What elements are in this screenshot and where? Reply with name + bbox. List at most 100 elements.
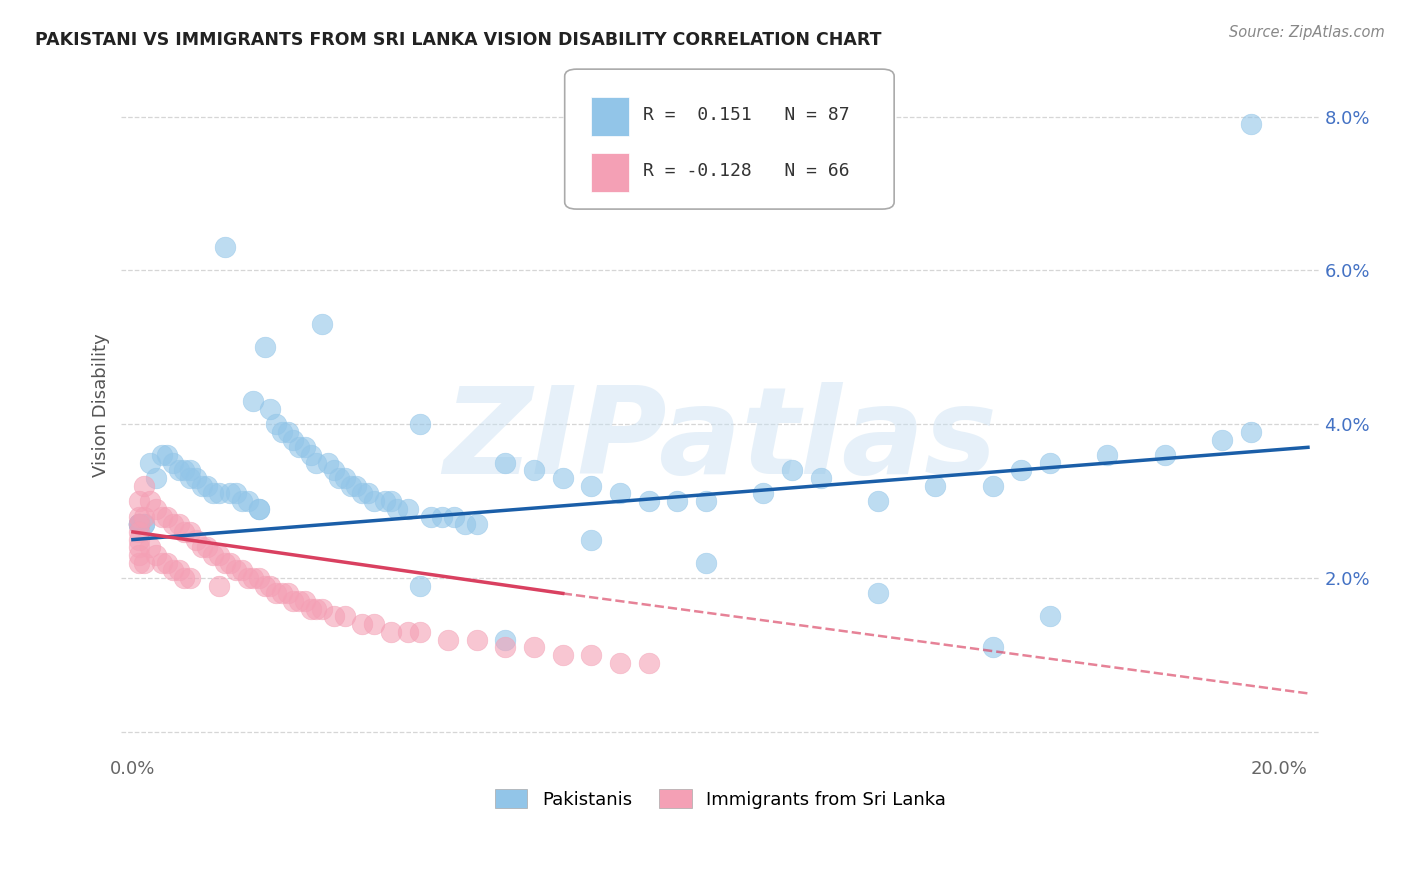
Point (363, 617, 385, 632)
Point (145, 471, 167, 485)
Point (259, 579, 281, 593)
Point (374, 494, 396, 508)
Point (214, 556, 236, 570)
Point (495, 640, 517, 655)
Point (208, 486, 231, 500)
Point (134, 517, 156, 532)
Point (167, 517, 190, 532)
Point (253, 340, 276, 354)
Point (162, 563, 184, 577)
Point (495, 456, 517, 470)
Point (695, 556, 717, 570)
Point (637, 656, 659, 670)
Point (666, 494, 689, 508)
Point (1211, 433, 1233, 447)
Bar (591, 97, 630, 136)
Point (1240, 117, 1263, 131)
Point (214, 240, 236, 254)
Point (231, 494, 253, 508)
Point (179, 524, 201, 539)
Point (780, 463, 803, 477)
Point (380, 494, 402, 508)
Point (637, 494, 659, 508)
Text: R = -0.128   N = 66: R = -0.128 N = 66 (643, 161, 849, 179)
Point (231, 563, 253, 577)
Point (981, 479, 1004, 493)
Point (1039, 456, 1062, 470)
Point (145, 501, 167, 516)
Point (225, 563, 247, 577)
Point (247, 571, 270, 585)
Point (184, 533, 207, 547)
Point (420, 509, 443, 524)
Point (380, 624, 402, 639)
Point (322, 609, 344, 624)
Point (219, 556, 242, 570)
Point (190, 479, 212, 493)
Point (271, 425, 294, 439)
Point (346, 479, 368, 493)
Point (128, 517, 150, 532)
Point (162, 456, 184, 470)
Point (288, 440, 311, 454)
Point (208, 548, 231, 562)
Point (271, 586, 294, 600)
Point (134, 509, 156, 524)
Point (396, 501, 419, 516)
Point (219, 486, 242, 500)
Point (134, 556, 156, 570)
Point (408, 417, 430, 432)
Point (1153, 448, 1175, 462)
Point (333, 609, 356, 624)
Point (1010, 463, 1032, 477)
Point (128, 556, 150, 570)
Point (139, 494, 162, 508)
Point (202, 486, 225, 500)
Point (465, 632, 488, 647)
Point (128, 541, 150, 555)
Point (283, 594, 305, 608)
FancyBboxPatch shape (565, 70, 894, 209)
Point (253, 579, 276, 593)
Point (173, 463, 195, 477)
Text: Source: ZipAtlas.com: Source: ZipAtlas.com (1229, 25, 1385, 40)
Point (981, 640, 1004, 655)
Point (437, 632, 460, 647)
Point (167, 463, 190, 477)
Point (128, 524, 150, 539)
Point (283, 433, 305, 447)
Point (339, 479, 361, 493)
Point (277, 425, 299, 439)
Point (128, 517, 150, 532)
Point (299, 602, 322, 616)
Point (581, 533, 603, 547)
Point (357, 486, 380, 500)
Point (523, 463, 546, 477)
Text: ZIPatlas: ZIPatlas (443, 382, 997, 499)
Point (523, 640, 546, 655)
Point (322, 463, 344, 477)
Point (145, 548, 167, 562)
Point (242, 394, 264, 409)
Point (294, 440, 316, 454)
Point (609, 656, 631, 670)
Point (259, 401, 281, 416)
Point (128, 517, 150, 532)
Point (156, 509, 179, 524)
Text: R =  0.151   N = 87: R = 0.151 N = 87 (643, 105, 849, 124)
Point (1240, 425, 1263, 439)
Point (311, 602, 333, 616)
Point (128, 517, 150, 532)
Point (236, 571, 259, 585)
Point (150, 556, 173, 570)
Point (752, 486, 775, 500)
Point (551, 471, 574, 485)
Bar (591, 153, 630, 192)
Point (299, 448, 322, 462)
Point (128, 494, 150, 508)
Point (162, 517, 184, 532)
Point (465, 517, 488, 532)
Point (139, 456, 162, 470)
Point (408, 579, 430, 593)
Point (311, 318, 333, 332)
